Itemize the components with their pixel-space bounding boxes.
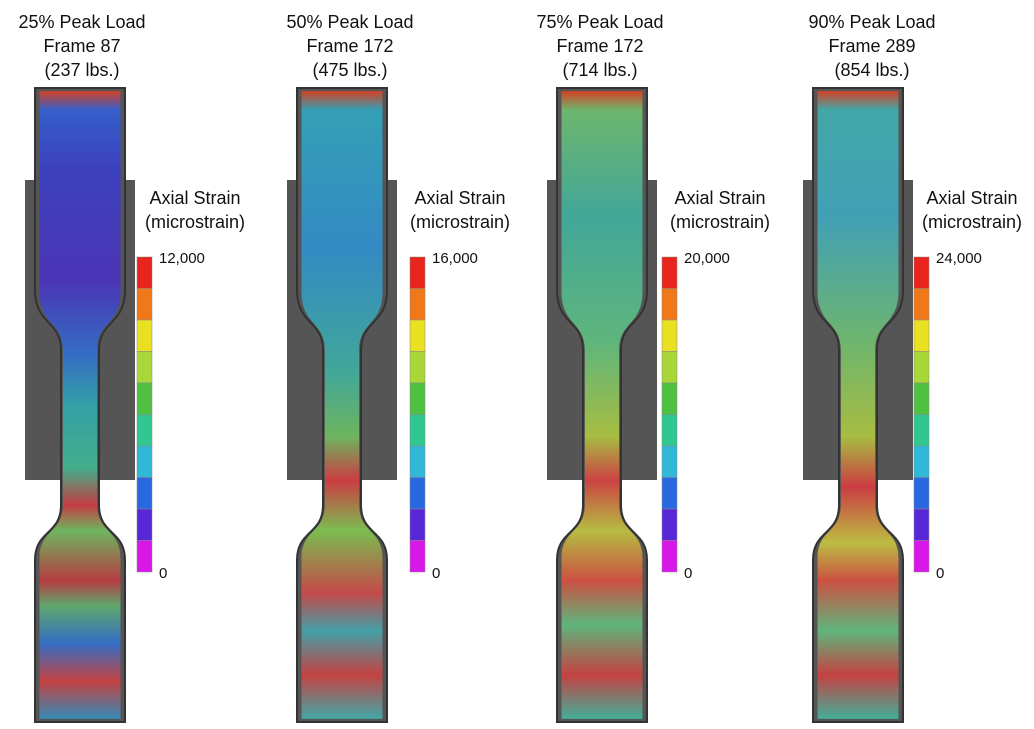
legend-title: (microstrain) <box>410 212 510 232</box>
panel-title: Frame 172 <box>306 36 393 56</box>
panel-title: Frame 172 <box>556 36 643 56</box>
colorbar-segment <box>662 541 677 573</box>
colorbar-segment <box>410 320 425 352</box>
colorbar-segment <box>914 509 929 541</box>
colorbar-segment <box>662 415 677 447</box>
legend-title: Axial Strain <box>414 188 505 208</box>
panel: 50% Peak Load Frame 172 (475 lbs.) Axial St… <box>286 12 510 722</box>
scale-min: 0 <box>159 565 167 582</box>
legend-title: Axial Strain <box>926 188 1017 208</box>
panel-title: 25% Peak Load <box>18 12 145 32</box>
colorbar-segment <box>410 289 425 321</box>
colorbar-segment <box>662 446 677 478</box>
colorbar-segment <box>137 478 152 510</box>
colorbar-segment <box>410 446 425 478</box>
colorbar-segment <box>410 383 425 415</box>
colorbar-segment <box>137 257 152 289</box>
colorbar-segment <box>662 383 677 415</box>
panel: 75% Peak Load Frame 172 (714 lbs.) Axial St… <box>536 12 770 722</box>
scale-min: 0 <box>936 565 944 582</box>
panel-title: (714 lbs.) <box>562 60 637 80</box>
panel-title: Frame 289 <box>828 36 915 56</box>
legend-title: (microstrain) <box>145 212 245 232</box>
colorbar-segment <box>914 289 929 321</box>
colorbar-segment <box>914 446 929 478</box>
panel: 90% Peak Load Frame 289 (854 lbs.) Axial St… <box>803 12 1022 722</box>
panel-title: (475 lbs.) <box>312 60 387 80</box>
figure: 25% Peak Load Frame 87 (237 lbs.) Axial Str… <box>0 0 1034 724</box>
colorbar-segment <box>662 478 677 510</box>
colorbar-segment <box>410 541 425 573</box>
panel-title: Frame 87 <box>43 36 120 56</box>
colorbar-segment <box>137 320 152 352</box>
panel-title: 90% Peak Load <box>808 12 935 32</box>
colorbar-segment <box>410 509 425 541</box>
panel-title: 75% Peak Load <box>536 12 663 32</box>
colorbar-segment <box>137 446 152 478</box>
colorbar-segment <box>914 478 929 510</box>
colorbar-segment <box>137 383 152 415</box>
scale-min: 0 <box>432 565 440 582</box>
legend-title: (microstrain) <box>670 212 770 232</box>
scale-max: 20,000 <box>684 250 730 267</box>
colorbar-segment <box>410 415 425 447</box>
colorbar-segment <box>410 257 425 289</box>
colorbar-segment <box>914 257 929 289</box>
legend-title: (microstrain) <box>922 212 1022 232</box>
colorbar-segment <box>662 509 677 541</box>
colorbar-segment <box>662 352 677 384</box>
colorbar-segment <box>137 541 152 573</box>
colorbar-segment <box>137 289 152 321</box>
colorbar-segment <box>137 509 152 541</box>
legend-title: Axial Strain <box>674 188 765 208</box>
panel-title: 50% Peak Load <box>286 12 413 32</box>
panel-title: (237 lbs.) <box>44 60 119 80</box>
colorbar-segment <box>914 320 929 352</box>
colorbar-segment <box>410 478 425 510</box>
panel-title: (854 lbs.) <box>834 60 909 80</box>
colorbar-segment <box>914 383 929 415</box>
colorbar-segment <box>137 415 152 447</box>
legend-title: Axial Strain <box>149 188 240 208</box>
scale-max: 12,000 <box>159 250 205 267</box>
colorbar-segment <box>914 352 929 384</box>
colorbar-segment <box>662 320 677 352</box>
colorbar-segment <box>137 352 152 384</box>
scale-max: 24,000 <box>936 250 982 267</box>
colorbar-segment <box>914 415 929 447</box>
panel: 25% Peak Load Frame 87 (237 lbs.) Axial Str… <box>18 12 245 722</box>
colorbar-segment <box>410 352 425 384</box>
scale-max: 16,000 <box>432 250 478 267</box>
colorbar-segment <box>662 257 677 289</box>
scale-min: 0 <box>684 565 692 582</box>
colorbar-segment <box>662 289 677 321</box>
colorbar-segment <box>914 541 929 573</box>
